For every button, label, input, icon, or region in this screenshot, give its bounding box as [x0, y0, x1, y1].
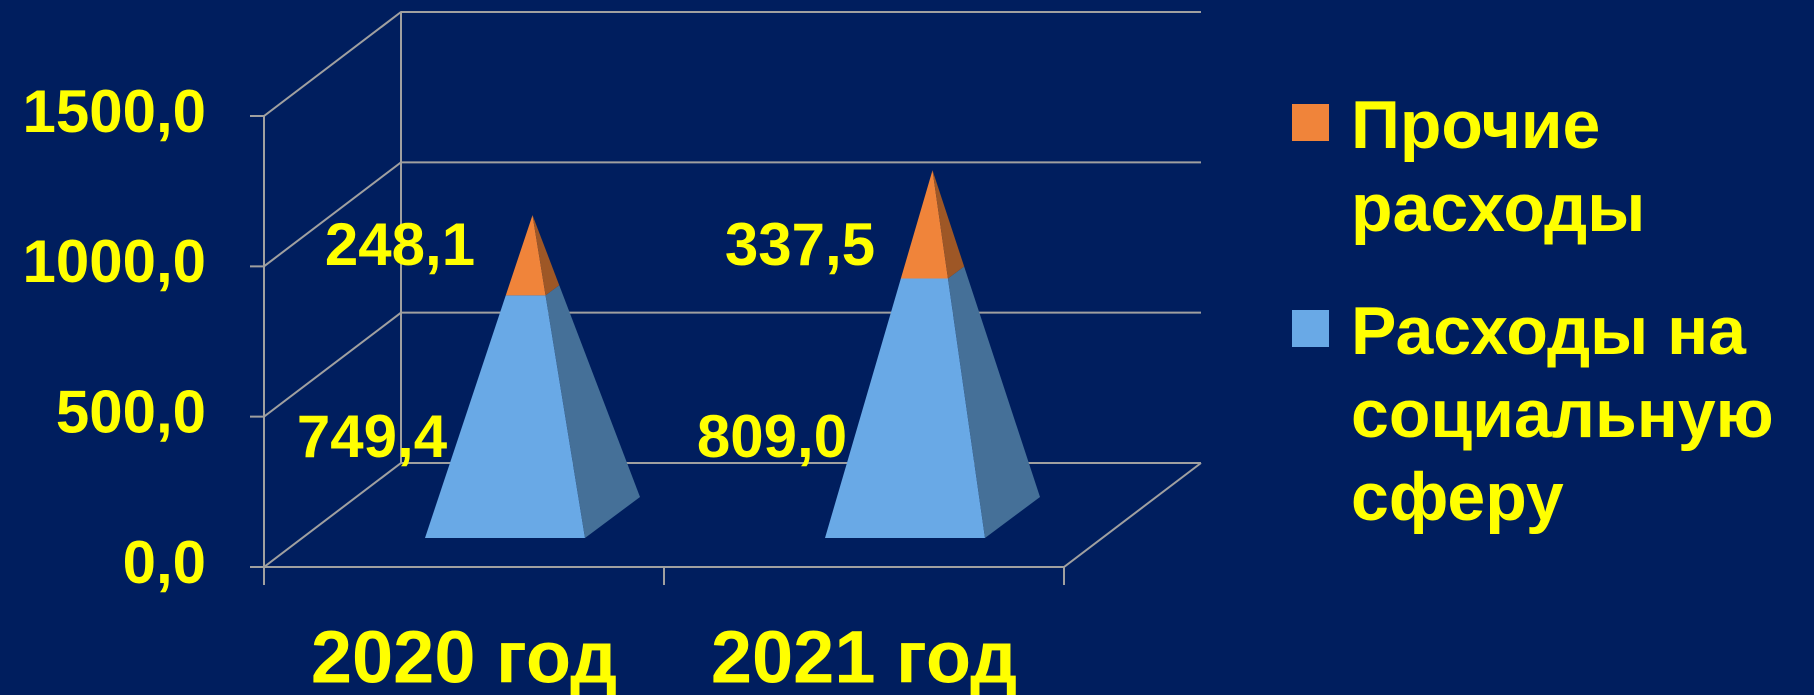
segment-front — [425, 295, 585, 538]
segment-side — [545, 285, 640, 538]
legend-swatch — [1292, 104, 1329, 141]
y-tick-label: 500,0 — [56, 379, 206, 446]
y-tick-label: 1500,0 — [22, 78, 206, 145]
y-tick-label: 1000,0 — [22, 228, 206, 295]
segment-front — [825, 278, 985, 538]
pyramid-segment — [425, 285, 640, 538]
legend-swatch — [1292, 310, 1329, 347]
pyramid-segment — [900, 170, 965, 279]
segment-side — [532, 215, 560, 296]
pyramid-segment — [825, 266, 1040, 538]
data-label: 749,4 — [297, 403, 448, 470]
legend: Прочие расходы Расходы на социальную сфер… — [1292, 84, 1812, 579]
legend-item: Прочие расходы — [1292, 84, 1812, 250]
y-tick-label: 0,0 — [123, 529, 206, 596]
floor — [264, 462, 1202, 568]
segment-side — [932, 170, 965, 279]
segment-side — [947, 266, 1040, 538]
data-label: 809,0 — [697, 403, 847, 470]
x-tick-label: 2021 год — [711, 616, 1017, 695]
grid-line — [250, 462, 1201, 568]
pyramid-segment — [505, 215, 560, 296]
grid-line — [250, 311, 1201, 418]
grid-line — [250, 161, 1201, 268]
data-label: 337,5 — [725, 211, 875, 278]
grid-line — [250, 11, 1201, 117]
legend-label: Расходы на социальную сферу — [1351, 293, 1774, 535]
segment-front — [900, 170, 948, 279]
segment-front — [505, 215, 546, 296]
data-label: 248,1 — [325, 211, 475, 278]
legend-item: Расходы на социальную сферу — [1292, 290, 1812, 539]
x-tick-label: 2020 год — [311, 616, 617, 695]
legend-label: Прочие расходы — [1351, 87, 1646, 246]
